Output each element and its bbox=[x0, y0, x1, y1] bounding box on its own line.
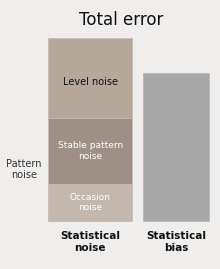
Bar bbox=[48, 118, 132, 184]
Text: Statistical
bias: Statistical bias bbox=[146, 231, 206, 253]
Bar bbox=[143, 73, 209, 221]
Text: Total error: Total error bbox=[79, 11, 163, 29]
Text: Stable pattern
noise: Stable pattern noise bbox=[58, 141, 123, 161]
Text: Occasion
noise: Occasion noise bbox=[70, 193, 111, 212]
Bar bbox=[48, 184, 132, 221]
Bar bbox=[48, 38, 132, 118]
Text: Level noise: Level noise bbox=[63, 77, 118, 87]
Text: Pattern
noise: Pattern noise bbox=[6, 158, 42, 180]
Text: Statistical
noise: Statistical noise bbox=[60, 231, 120, 253]
